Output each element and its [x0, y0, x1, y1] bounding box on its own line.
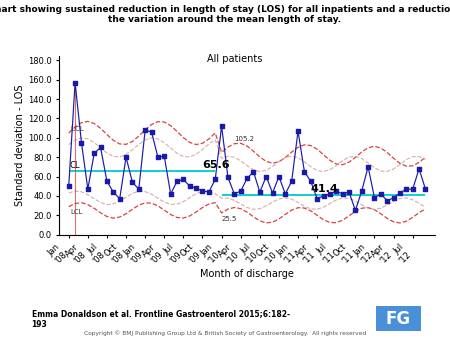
Point [90, 151, 98, 156]
Point [84, 186, 91, 192]
Point [339, 191, 346, 197]
Text: LCL: LCL [70, 209, 82, 215]
Point [390, 195, 397, 200]
Point [135, 186, 142, 192]
Point [72, 80, 79, 86]
Point [122, 154, 130, 160]
Point [116, 196, 123, 201]
Point [403, 186, 410, 192]
Point [396, 190, 404, 196]
Point [288, 179, 295, 184]
Point [110, 189, 117, 195]
Point [129, 179, 136, 185]
Text: UCL: UCL [70, 126, 84, 132]
Point [377, 191, 384, 197]
Point [294, 128, 302, 134]
Text: 65.6: 65.6 [202, 160, 230, 170]
Point [199, 188, 206, 194]
Text: FG: FG [386, 310, 411, 328]
Point [142, 127, 149, 133]
Point [167, 191, 174, 197]
Point [346, 189, 353, 195]
Point [320, 193, 327, 199]
Point [104, 179, 111, 184]
Point [173, 179, 180, 184]
Point [263, 174, 270, 179]
Point [409, 186, 416, 192]
Point [333, 188, 340, 194]
Point [314, 196, 321, 201]
Point [161, 153, 168, 159]
Text: 105.2: 105.2 [234, 136, 254, 142]
Point [154, 154, 162, 160]
Point [193, 186, 200, 191]
Point [218, 123, 225, 129]
Point [282, 191, 289, 197]
Point [180, 177, 187, 182]
Point [358, 188, 365, 194]
Point [225, 175, 232, 180]
Point [231, 191, 238, 197]
Point [301, 169, 308, 174]
Text: 41.4: 41.4 [311, 184, 338, 194]
Point [275, 174, 283, 179]
Text: All patients: All patients [207, 54, 262, 64]
Point [364, 164, 372, 170]
Text: S chart showing sustained reduction in length of stay (LOS) for all inpatients a: S chart showing sustained reduction in l… [0, 5, 450, 24]
Text: CL: CL [70, 161, 81, 170]
Point [415, 166, 423, 171]
Text: 25.5: 25.5 [221, 216, 237, 222]
Point [269, 190, 276, 196]
Point [148, 129, 155, 135]
Point [256, 189, 263, 195]
Point [186, 184, 194, 189]
Point [326, 191, 333, 197]
Point [65, 184, 72, 189]
Point [422, 186, 429, 192]
Point [383, 198, 391, 203]
X-axis label: Month of discharge: Month of discharge [200, 269, 294, 279]
Point [212, 177, 219, 182]
Point [352, 208, 359, 213]
Point [237, 188, 244, 194]
Y-axis label: Standard deviation - LOS: Standard deviation - LOS [15, 84, 25, 206]
Text: Emma Donaldson et al. Frontline Gastroenterol 2015;6:182-
193: Emma Donaldson et al. Frontline Gastroen… [32, 309, 290, 329]
Point [243, 176, 251, 181]
Point [78, 140, 85, 145]
Text: Copyright © BMJ Publishing Group Ltd & British Society of Gastroenterology.  All: Copyright © BMJ Publishing Group Ltd & B… [84, 330, 366, 336]
Point [250, 169, 257, 174]
Point [307, 179, 315, 184]
Point [97, 145, 104, 150]
Point [205, 189, 212, 195]
Point [371, 195, 378, 200]
